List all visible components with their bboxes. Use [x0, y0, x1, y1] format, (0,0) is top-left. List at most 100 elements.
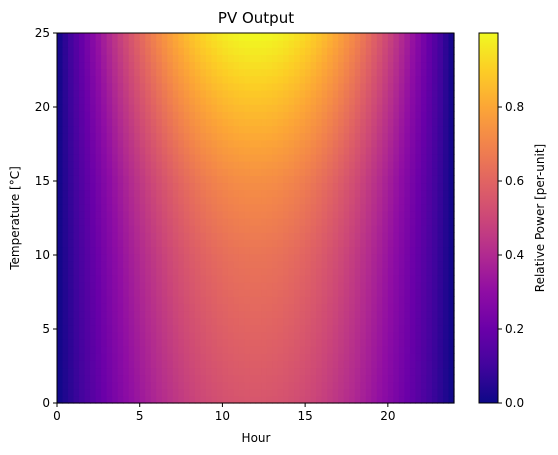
- heatmap-cell: [288, 68, 295, 77]
- heatmap-cell: [426, 388, 433, 397]
- heatmap-cell: [205, 260, 212, 269]
- heatmap-cell: [150, 338, 157, 347]
- heatmap-cell: [189, 289, 196, 297]
- heatmap-cell: [310, 232, 317, 240]
- heatmap-cell: [79, 61, 86, 70]
- heatmap-cell: [238, 68, 246, 77]
- heatmap-cell: [117, 210, 124, 219]
- heatmap-cell: [316, 203, 323, 212]
- heatmap-cell: [194, 274, 201, 283]
- heatmap-cell: [310, 338, 317, 347]
- heatmap-cell: [349, 97, 356, 105]
- heatmap-cell: [101, 239, 108, 248]
- heatmap-cell: [101, 253, 108, 262]
- heatmap-cell: [332, 182, 339, 191]
- heatmap-cell: [343, 317, 350, 326]
- heatmap-cell: [68, 47, 75, 55]
- heatmap-cell: [205, 324, 212, 333]
- heatmap-cell: [73, 253, 80, 262]
- heatmap-cell: [277, 203, 284, 212]
- heatmap-cell: [349, 246, 356, 255]
- heatmap-cell: [294, 82, 301, 91]
- heatmap-cell: [95, 360, 102, 369]
- heatmap-cell: [178, 303, 185, 312]
- heatmap-cell: [283, 289, 290, 297]
- heatmap-cell: [277, 331, 284, 340]
- heatmap-cell: [167, 175, 174, 184]
- heatmap-cell: [371, 239, 378, 248]
- heatmap-cell: [288, 189, 295, 198]
- heatmap-cell: [382, 381, 389, 390]
- heatmap-cell: [365, 75, 372, 84]
- heatmap-cell: [189, 189, 196, 198]
- heatmap-cell: [420, 388, 428, 397]
- heatmap-cell: [283, 338, 290, 347]
- heatmap-cell: [354, 146, 361, 155]
- heatmap-cell: [437, 75, 444, 84]
- heatmap-cell: [349, 346, 356, 354]
- heatmap-cell: [62, 296, 69, 304]
- heatmap-cell: [62, 61, 69, 70]
- heatmap-cell: [404, 367, 411, 376]
- heatmap-cell: [139, 296, 146, 304]
- heatmap-cell: [200, 182, 207, 191]
- heatmap-cell: [294, 139, 301, 148]
- heatmap-cell: [338, 61, 345, 70]
- heatmap-cell: [431, 153, 439, 162]
- heatmap-cell: [343, 40, 350, 48]
- heatmap-cell: [398, 239, 405, 248]
- heatmap-cell: [349, 139, 356, 148]
- heatmap-cell: [200, 75, 207, 84]
- heatmap-cell: [365, 196, 372, 205]
- heatmap-cell: [68, 75, 75, 84]
- heatmap-cell: [161, 153, 168, 162]
- heatmap-cell: [420, 139, 428, 148]
- heatmap-cell: [283, 360, 290, 369]
- heatmap-cell: [222, 82, 229, 91]
- heatmap-cell: [249, 104, 257, 112]
- heatmap-cell: [310, 324, 317, 333]
- heatmap-cell: [316, 346, 323, 354]
- heatmap-cell: [332, 146, 339, 155]
- heatmap-cell: [305, 104, 312, 112]
- heatmap-cell: [79, 125, 86, 134]
- heatmap-cell: [134, 132, 141, 141]
- heatmap-cell: [261, 246, 268, 255]
- heatmap-cell: [216, 360, 224, 369]
- heatmap-cell: [128, 296, 135, 304]
- heatmap-cell: [398, 232, 405, 240]
- heatmap-cell: [431, 225, 439, 233]
- heatmap-cell: [376, 324, 383, 333]
- heatmap-cell: [167, 367, 174, 376]
- heatmap-cell: [354, 317, 361, 326]
- heatmap-cell: [112, 346, 119, 354]
- heatmap-cell: [349, 296, 356, 304]
- heatmap-cell: [238, 395, 246, 404]
- heatmap-cell: [299, 139, 306, 148]
- heatmap-cell: [211, 161, 218, 169]
- heatmap-cell: [194, 246, 201, 255]
- heatmap-cell: [112, 239, 119, 248]
- heatmap-cell: [101, 232, 108, 240]
- heatmap-cell: [261, 61, 268, 70]
- heatmap-cell: [338, 246, 345, 255]
- heatmap-cell: [415, 111, 422, 119]
- heatmap-cell: [294, 225, 301, 233]
- heatmap-cell: [101, 310, 108, 319]
- heatmap-cell: [283, 118, 290, 127]
- heatmap-cell: [255, 196, 262, 205]
- heatmap-cell: [437, 267, 444, 276]
- heatmap-cell: [189, 246, 196, 255]
- heatmap-cell: [95, 210, 102, 219]
- heatmap-cell: [426, 175, 433, 184]
- heatmap-cell: [90, 125, 97, 134]
- heatmap-cell: [57, 282, 64, 290]
- heatmap-cell: [178, 232, 185, 240]
- heatmap-cell: [167, 97, 174, 105]
- heatmap-cell: [354, 253, 361, 262]
- heatmap-cell: [139, 161, 146, 169]
- heatmap-cell: [139, 68, 146, 77]
- heatmap-cell: [134, 289, 141, 297]
- heatmap-cell: [172, 246, 179, 255]
- heatmap-cell: [404, 388, 411, 397]
